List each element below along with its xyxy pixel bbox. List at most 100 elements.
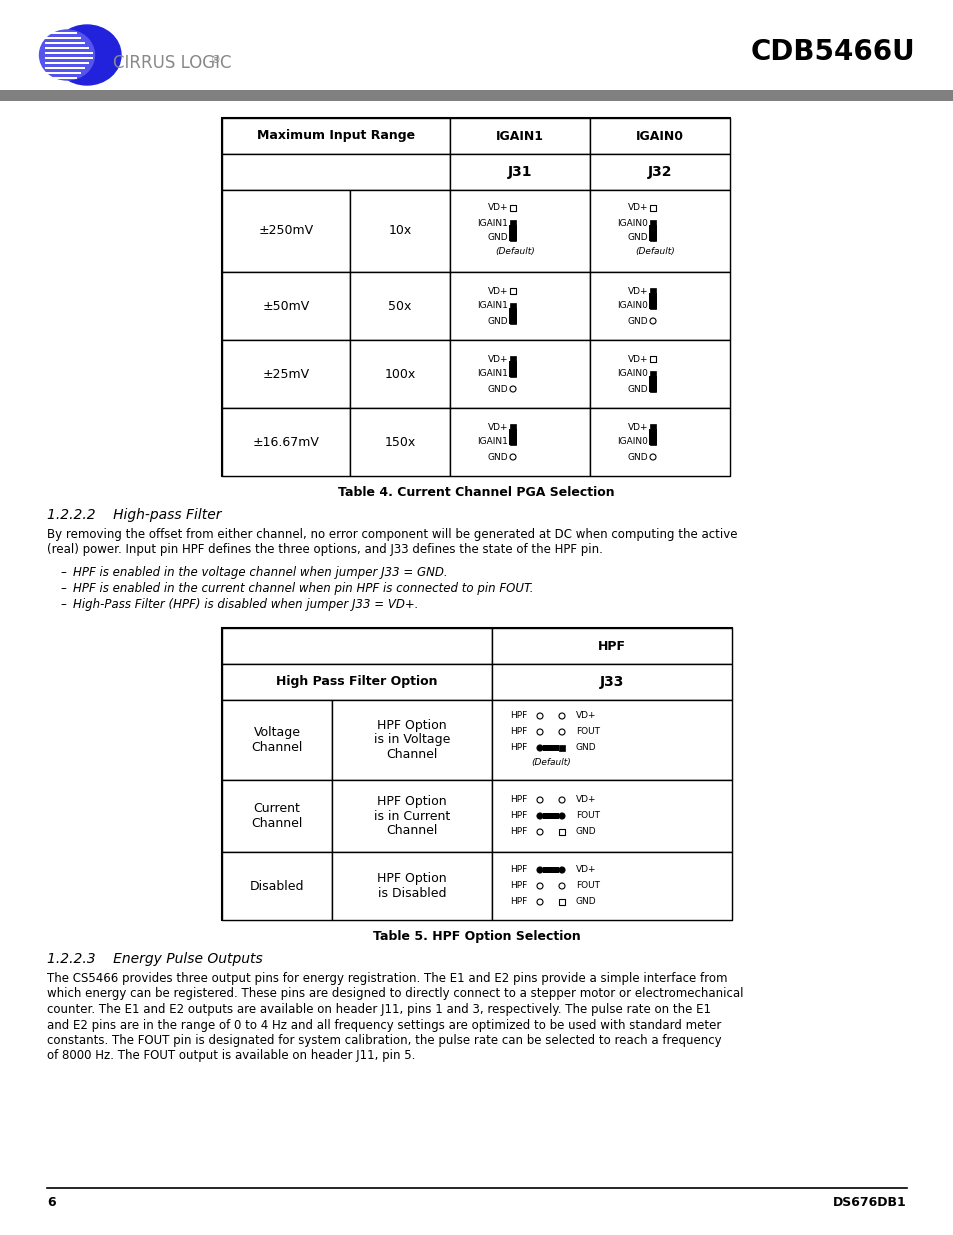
Text: Maximum Input Range: Maximum Input Range xyxy=(256,130,415,142)
Bar xyxy=(509,308,517,324)
Bar xyxy=(450,408,589,475)
Text: DS676DB1: DS676DB1 xyxy=(832,1195,906,1209)
Text: HPF is enabled in the current channel when pin HPF is connected to pin FOUT.: HPF is enabled in the current channel wh… xyxy=(73,582,533,595)
Text: ±16.67mV: ±16.67mV xyxy=(253,436,319,448)
Bar xyxy=(350,408,450,475)
Text: –: – xyxy=(60,566,66,579)
Text: VD+: VD+ xyxy=(576,795,596,804)
Bar xyxy=(510,317,516,324)
Bar xyxy=(558,745,564,751)
Text: Voltage
Channel: Voltage Channel xyxy=(251,726,302,755)
Text: ±25mV: ±25mV xyxy=(262,368,309,380)
Bar xyxy=(589,154,729,190)
Text: of 8000 Hz. The FOUT output is available on header J11, pin 5.: of 8000 Hz. The FOUT output is available… xyxy=(47,1050,415,1062)
Text: GND: GND xyxy=(576,898,596,906)
Bar xyxy=(222,154,450,190)
Circle shape xyxy=(510,387,516,391)
Circle shape xyxy=(537,745,542,751)
Bar xyxy=(542,745,558,751)
Bar xyxy=(510,205,516,211)
Text: By removing the offset from either channel, no error component will be generated: By removing the offset from either chann… xyxy=(47,529,737,541)
Bar xyxy=(222,664,492,700)
Circle shape xyxy=(537,883,542,889)
Text: Table 5. HPF Option Selection: Table 5. HPF Option Selection xyxy=(373,930,580,944)
Text: (Default): (Default) xyxy=(635,247,674,256)
Text: VD+: VD+ xyxy=(576,866,596,874)
Text: GND: GND xyxy=(627,384,647,394)
Circle shape xyxy=(537,867,542,873)
Text: IGAIN1: IGAIN1 xyxy=(476,219,507,227)
Bar xyxy=(45,52,93,54)
Text: HPF: HPF xyxy=(598,640,625,652)
Bar xyxy=(648,429,657,445)
Bar xyxy=(649,438,656,445)
Text: Table 4. Current Channel PGA Selection: Table 4. Current Channel PGA Selection xyxy=(337,487,614,499)
Circle shape xyxy=(558,867,564,873)
Bar xyxy=(45,57,92,59)
Bar xyxy=(589,119,729,154)
Text: VD+: VD+ xyxy=(627,287,647,295)
Text: IGAIN0: IGAIN0 xyxy=(617,301,647,310)
Bar xyxy=(492,664,731,700)
Bar xyxy=(350,272,450,340)
Bar xyxy=(45,42,86,44)
Text: 1.2.2.2    High-pass Filter: 1.2.2.2 High-pass Filter xyxy=(47,508,221,522)
Bar xyxy=(542,867,558,873)
Text: (Default): (Default) xyxy=(495,247,535,256)
Text: VD+: VD+ xyxy=(627,354,647,363)
Text: HPF: HPF xyxy=(510,866,527,874)
Text: HPF: HPF xyxy=(510,811,527,820)
Text: CIRRUS LOGIC: CIRRUS LOGIC xyxy=(112,54,232,72)
Bar xyxy=(510,220,516,226)
Bar xyxy=(649,387,656,391)
Circle shape xyxy=(558,797,564,803)
Text: Current
Channel: Current Channel xyxy=(251,802,302,830)
Text: 6: 6 xyxy=(47,1195,55,1209)
Text: IGAIN1: IGAIN1 xyxy=(476,301,507,310)
Text: IGAIN0: IGAIN0 xyxy=(617,369,647,378)
Bar xyxy=(510,288,516,294)
Bar xyxy=(45,47,90,49)
Text: IGAIN1: IGAIN1 xyxy=(476,369,507,378)
Text: IGAIN0: IGAIN0 xyxy=(617,437,647,447)
Text: FOUT: FOUT xyxy=(576,882,599,890)
Bar xyxy=(558,899,564,905)
Bar xyxy=(648,375,657,391)
Circle shape xyxy=(510,454,516,459)
Text: HPF: HPF xyxy=(510,882,527,890)
Bar xyxy=(649,303,656,309)
Circle shape xyxy=(558,729,564,735)
Text: VD+: VD+ xyxy=(487,287,507,295)
Text: The CS5466 provides three output pins for energy registration. The E1 and E2 pin: The CS5466 provides three output pins fo… xyxy=(47,972,727,986)
Text: VD+: VD+ xyxy=(487,354,507,363)
Text: GND: GND xyxy=(576,827,596,836)
Bar xyxy=(510,424,516,430)
Bar xyxy=(649,235,656,241)
Text: 50x: 50x xyxy=(388,300,412,312)
Bar xyxy=(350,340,450,408)
Text: High-Pass Filter (HPF) is disabled when jumper J33 = VD+.: High-Pass Filter (HPF) is disabled when … xyxy=(73,598,418,611)
Bar xyxy=(510,370,516,377)
Bar xyxy=(589,190,729,272)
Text: GND: GND xyxy=(487,452,507,462)
Text: 100x: 100x xyxy=(384,368,416,380)
Text: HPF: HPF xyxy=(510,727,527,736)
Bar xyxy=(222,700,332,781)
Text: 1.2.2.3    Energy Pulse Outputs: 1.2.2.3 Energy Pulse Outputs xyxy=(47,952,262,966)
Text: HPF Option
is Disabled: HPF Option is Disabled xyxy=(376,872,446,900)
Text: IGAIN0: IGAIN0 xyxy=(617,219,647,227)
Bar xyxy=(45,62,89,64)
Bar xyxy=(492,781,731,852)
Text: IGAIN1: IGAIN1 xyxy=(476,437,507,447)
Bar xyxy=(589,340,729,408)
Text: IGAIN0: IGAIN0 xyxy=(636,130,683,142)
Ellipse shape xyxy=(53,25,121,85)
Bar xyxy=(222,272,350,340)
Bar xyxy=(649,424,656,430)
Circle shape xyxy=(558,713,564,719)
Text: ®: ® xyxy=(211,56,220,65)
Text: VD+: VD+ xyxy=(627,422,647,431)
Bar xyxy=(492,700,731,781)
Text: VD+: VD+ xyxy=(576,711,596,720)
Text: ±250mV: ±250mV xyxy=(258,225,314,237)
